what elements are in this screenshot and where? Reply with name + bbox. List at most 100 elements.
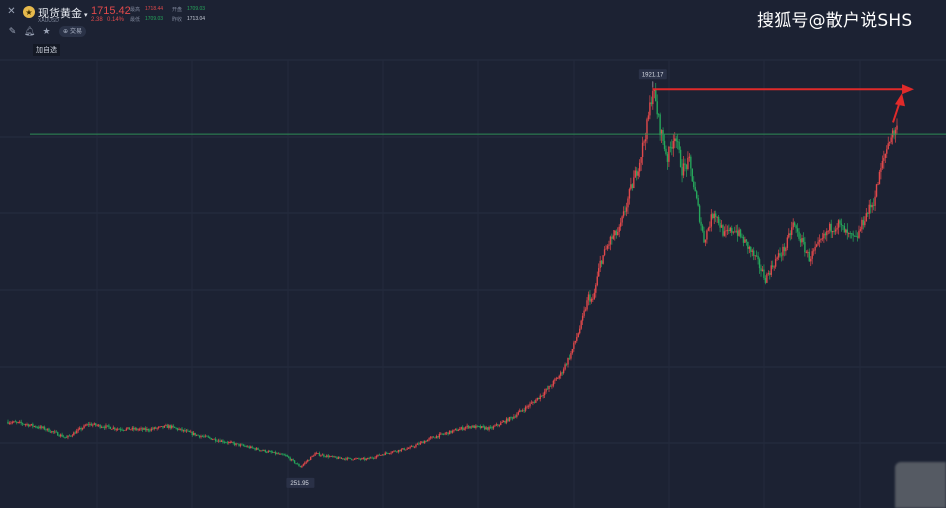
candle-body (649, 102, 651, 116)
candle-body (478, 426, 480, 427)
candle-body (239, 444, 242, 446)
candle-body (84, 425, 87, 427)
candle-body (725, 230, 727, 232)
candle-body (105, 425, 107, 429)
candle-body (320, 455, 322, 457)
star-icon[interactable]: ★ (42, 26, 51, 37)
candle-body (13, 421, 15, 423)
candle-body (49, 431, 52, 433)
candle-body (788, 233, 790, 238)
candle-body (7, 421, 9, 424)
candle-body (777, 253, 780, 258)
candle-body (557, 378, 559, 380)
candle-body (646, 119, 648, 140)
candle-body (375, 456, 378, 458)
candle-body (76, 430, 78, 434)
candle-body (767, 273, 770, 275)
candle-body (603, 249, 606, 256)
candle-body (489, 426, 492, 428)
candle-body (421, 441, 423, 443)
candle-body (504, 420, 506, 423)
candle-body (514, 416, 517, 418)
candle-body (339, 457, 341, 459)
candle-body (722, 225, 724, 236)
add-watchlist-button[interactable]: 加自选 (33, 44, 60, 56)
candle-body (109, 426, 112, 430)
candle-body (663, 140, 666, 149)
chart-grid (0, 59, 946, 508)
candle-body (688, 156, 691, 158)
candle-body (589, 294, 591, 302)
candle-body (162, 426, 164, 428)
candle-body (774, 259, 777, 267)
candle-body (26, 424, 28, 426)
candle-body (535, 399, 537, 403)
candle-body (163, 425, 166, 428)
candle-body (463, 428, 465, 430)
candle-body (282, 453, 284, 455)
candle-body (39, 426, 41, 429)
candle-body (296, 463, 299, 465)
candle-body (286, 455, 288, 457)
candle-body (274, 451, 277, 454)
candle-body (712, 214, 714, 219)
candle-body (460, 427, 462, 429)
candle-body (388, 453, 391, 455)
chevron-down-icon[interactable]: ▾ (84, 11, 88, 19)
candle-body (55, 431, 57, 433)
candle-body (883, 157, 885, 161)
candle-body (483, 426, 486, 430)
candle-body (676, 141, 679, 143)
candle-body (859, 229, 862, 231)
candle-body (254, 448, 256, 450)
bell-icon[interactable]: 🔔︎ (23, 26, 36, 37)
candle-body (336, 457, 338, 459)
candle-body (356, 458, 359, 459)
instrument-name[interactable]: 现货黄金 ▾ (38, 5, 88, 21)
candle-body (878, 171, 881, 185)
candle-body (608, 244, 610, 246)
candle-body (457, 430, 460, 432)
high-label-box (638, 69, 667, 80)
candle-body (735, 230, 737, 232)
candle-body (716, 216, 718, 218)
candle-body (419, 442, 422, 445)
candle-body (160, 426, 163, 427)
candle-body (482, 426, 484, 427)
candle-body (552, 380, 555, 386)
candle-body (252, 447, 255, 449)
trade-button[interactable]: ⊕ 交易 (59, 26, 86, 37)
candle-body (81, 428, 84, 430)
candle-body (538, 397, 540, 400)
candle-body (488, 426, 490, 430)
candle-body (290, 459, 293, 461)
candle-body (498, 425, 500, 426)
candle-body (684, 163, 686, 165)
candle-body (119, 429, 122, 430)
candle-body (666, 154, 669, 162)
candle-body (288, 456, 290, 458)
candle-body (125, 428, 128, 430)
close-icon[interactable]: ✕ (7, 6, 16, 17)
candle-body (279, 453, 281, 455)
pencil-icon[interactable]: ✎ (8, 26, 17, 37)
candle-body (270, 451, 272, 453)
candle-body (738, 229, 740, 236)
blurred-corner (895, 462, 946, 508)
candle-body (89, 423, 91, 425)
candle-body (780, 255, 783, 257)
candle-body (779, 253, 781, 256)
candle-body (745, 239, 748, 242)
candle-body (845, 229, 847, 233)
candle-body (617, 231, 619, 235)
candle-body (823, 233, 825, 239)
candle-body (479, 426, 481, 429)
candle-body (380, 454, 382, 456)
candle-body (808, 251, 810, 262)
candle-body (573, 342, 575, 349)
candle-body (495, 424, 498, 426)
candle-body (609, 236, 612, 245)
candle-body (831, 231, 834, 233)
candle-body (140, 428, 142, 430)
